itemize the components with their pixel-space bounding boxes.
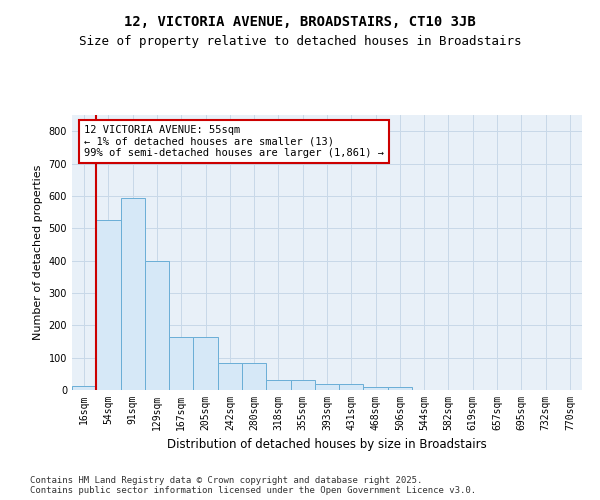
Bar <box>290 380 315 390</box>
Bar <box>193 338 218 390</box>
X-axis label: Distribution of detached houses by size in Broadstairs: Distribution of detached houses by size … <box>167 438 487 452</box>
Bar <box>388 387 412 390</box>
Bar <box>315 384 339 390</box>
Bar <box>169 338 193 390</box>
Bar <box>339 384 364 390</box>
Text: 12 VICTORIA AVENUE: 55sqm
← 1% of detached houses are smaller (13)
99% of semi-d: 12 VICTORIA AVENUE: 55sqm ← 1% of detach… <box>84 125 384 158</box>
Bar <box>364 387 388 390</box>
Bar <box>96 220 121 390</box>
Bar <box>72 386 96 390</box>
Text: Contains HM Land Registry data © Crown copyright and database right 2025.
Contai: Contains HM Land Registry data © Crown c… <box>30 476 476 495</box>
Bar <box>242 362 266 390</box>
Bar <box>218 362 242 390</box>
Y-axis label: Number of detached properties: Number of detached properties <box>33 165 43 340</box>
Bar <box>121 198 145 390</box>
Bar <box>145 260 169 390</box>
Text: 12, VICTORIA AVENUE, BROADSTAIRS, CT10 3JB: 12, VICTORIA AVENUE, BROADSTAIRS, CT10 3… <box>124 15 476 29</box>
Text: Size of property relative to detached houses in Broadstairs: Size of property relative to detached ho… <box>79 35 521 48</box>
Bar <box>266 380 290 390</box>
